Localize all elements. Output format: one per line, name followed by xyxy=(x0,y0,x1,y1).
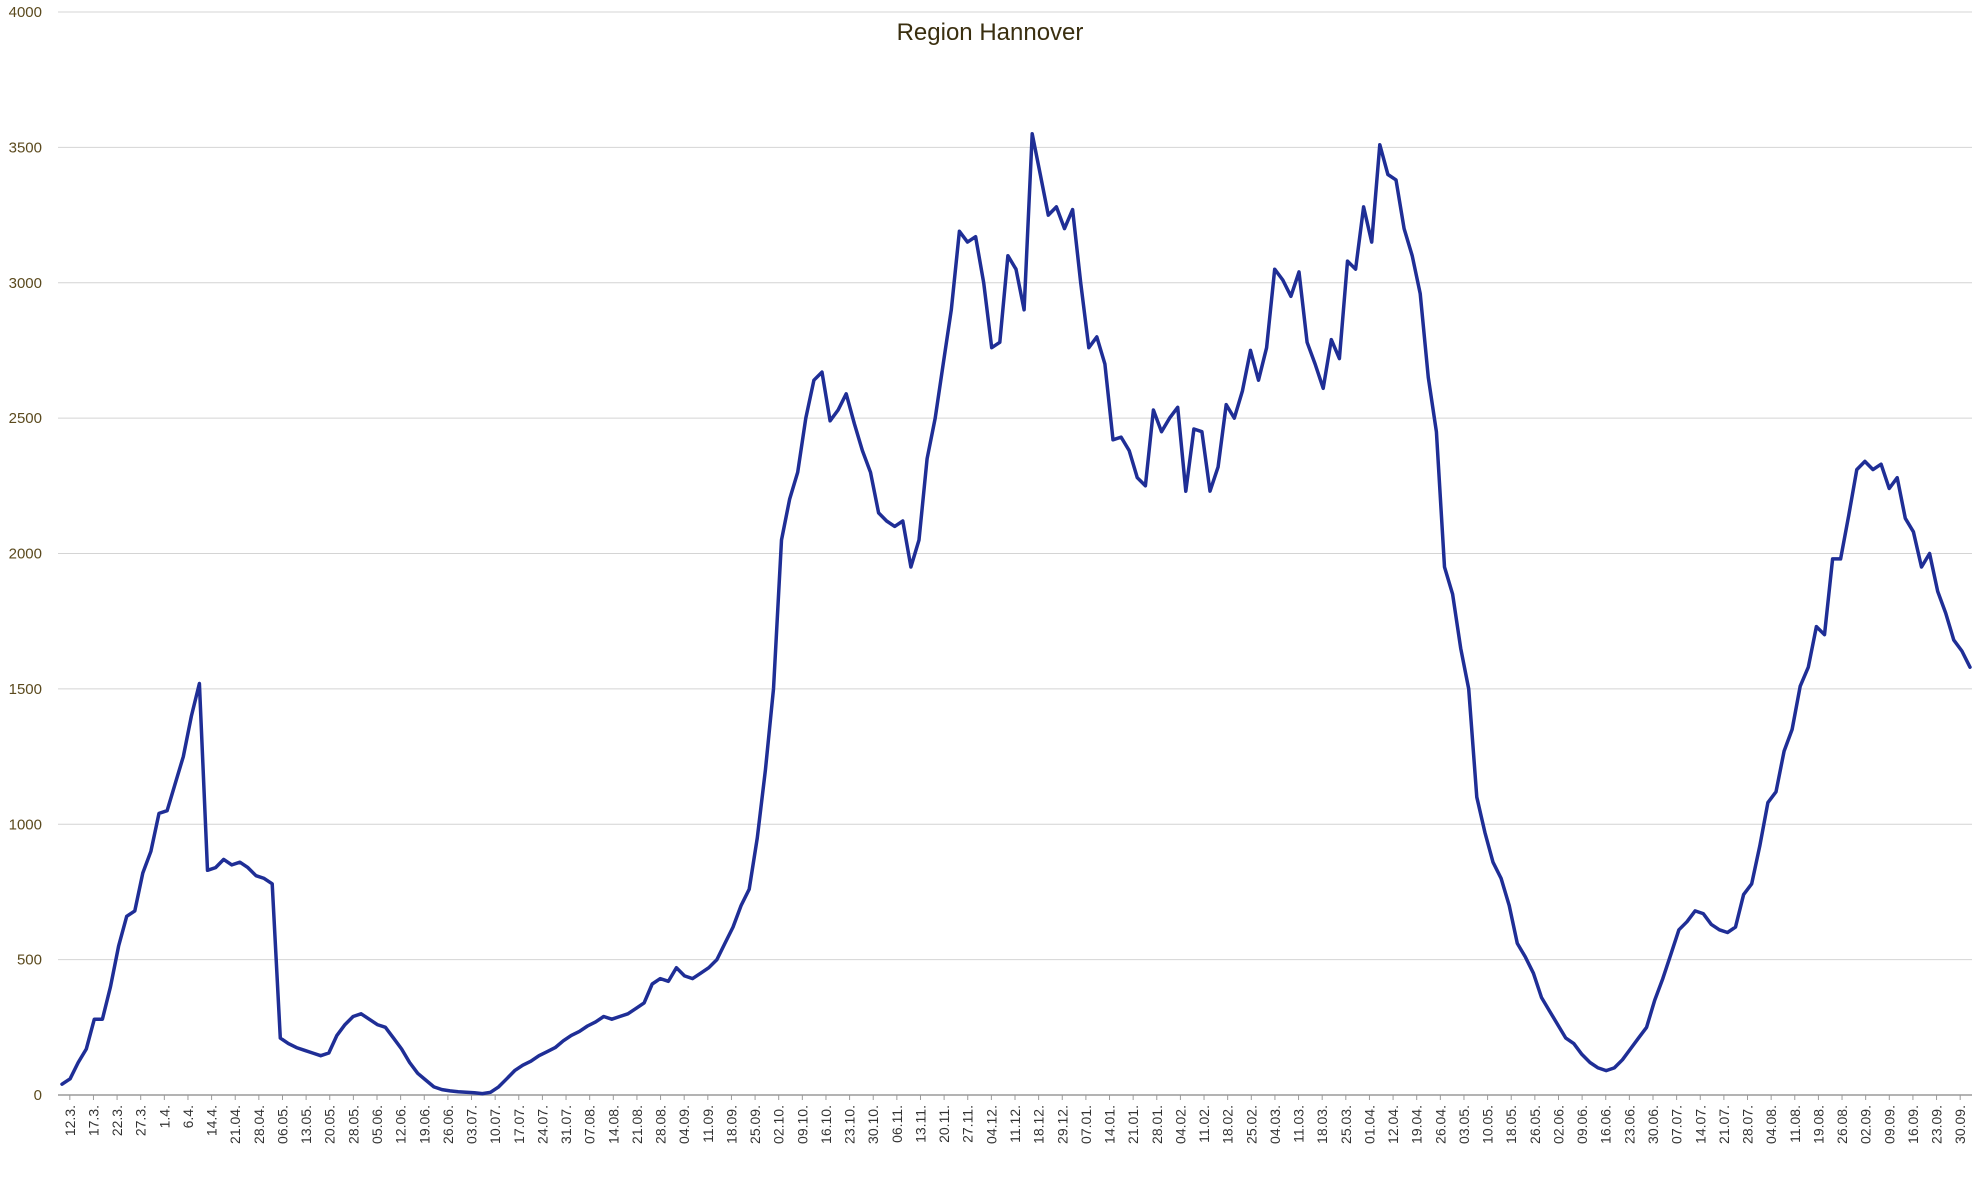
x-tick-label: 16.09. xyxy=(1905,1105,1921,1144)
x-tick-label: 19.06. xyxy=(416,1105,432,1144)
x-tick-label: 02.09. xyxy=(1858,1105,1874,1144)
x-tick-label: 13.05. xyxy=(298,1105,314,1144)
x-tick-label: 19.08. xyxy=(1810,1105,1826,1144)
x-tick-label: 21.08. xyxy=(629,1105,645,1144)
x-tick-label: 03.05. xyxy=(1456,1105,1472,1144)
x-tick-label: 11.02. xyxy=(1196,1105,1212,1143)
x-tick-label: 28.07. xyxy=(1740,1105,1756,1144)
series-line-0 xyxy=(60,132,1972,1096)
x-tick-label: 14.08. xyxy=(605,1105,621,1144)
x-tick-label: 22.3. xyxy=(109,1105,125,1136)
x-tick-label: 17.3. xyxy=(85,1105,101,1136)
x-tick-label: 28.08. xyxy=(653,1105,669,1144)
x-tick-label: 09.09. xyxy=(1881,1105,1897,1144)
y-axis-ticks: 0 500 1000 1500 2000 2500 3000 3500 4000 xyxy=(9,4,42,1104)
x-tick-label: 25.02. xyxy=(1243,1105,1259,1144)
x-tick-label: 16.06. xyxy=(1598,1105,1614,1144)
y-tick-label: 3500 xyxy=(9,139,42,156)
x-tick-label: 1.4. xyxy=(156,1105,172,1128)
x-tick-label: 23.10. xyxy=(842,1105,858,1144)
x-tick-label: 06.11. xyxy=(889,1105,905,1143)
y-tick-label: 500 xyxy=(17,952,42,969)
x-tick-label: 27.3. xyxy=(133,1105,149,1136)
x-tick-label: 26.08. xyxy=(1834,1105,1850,1144)
x-tick-label: 27.11. xyxy=(960,1105,976,1143)
x-tick-label: 12.04. xyxy=(1385,1105,1401,1144)
x-tick-label: 23.06. xyxy=(1621,1105,1637,1144)
x-tick-label: 31.07. xyxy=(558,1105,574,1144)
x-tick-label: 11.09. xyxy=(700,1105,716,1143)
x-tick-label: 21.07. xyxy=(1716,1105,1732,1144)
x-tick-label: 11.08. xyxy=(1787,1105,1803,1143)
series xyxy=(60,132,1972,1096)
y-tick-label: 2000 xyxy=(9,546,42,563)
x-tick-label: 23.09. xyxy=(1929,1105,1945,1144)
x-tick-label: 04.12. xyxy=(983,1105,999,1144)
x-tick-label: 29.12. xyxy=(1054,1105,1070,1144)
x-tick-label: 10.05. xyxy=(1480,1105,1496,1144)
x-tick-label: 02.10. xyxy=(771,1105,787,1144)
x-tick-label: 26.06. xyxy=(440,1105,456,1144)
chart-title: Region Hannover xyxy=(897,19,1084,46)
x-tick-label: 12.3. xyxy=(62,1105,78,1136)
x-tick-label: 04.03. xyxy=(1267,1105,1283,1144)
y-tick-label: 1000 xyxy=(9,816,42,833)
x-tick-label: 25.03. xyxy=(1338,1105,1354,1144)
x-tick-label: 28.01. xyxy=(1149,1105,1165,1144)
x-tick-label: 18.09. xyxy=(723,1105,739,1144)
x-tick-label: 21.01. xyxy=(1125,1105,1141,1144)
x-tick-label: 19.04. xyxy=(1409,1105,1425,1144)
x-tick-label: 28.04. xyxy=(251,1105,267,1144)
x-tick-label: 04.02. xyxy=(1172,1105,1188,1144)
y-tick-label: 4000 xyxy=(9,4,42,21)
x-tick-label: 06.05. xyxy=(274,1105,290,1144)
x-tick-label: 20.05. xyxy=(322,1105,338,1144)
x-tick-label: 07.01. xyxy=(1078,1105,1094,1144)
x-tick-label: 17.07. xyxy=(511,1105,527,1144)
x-tick-label: 12.06. xyxy=(393,1105,409,1144)
x-tick-label: 28.05. xyxy=(345,1105,361,1144)
x-tick-label: 21.04. xyxy=(227,1105,243,1144)
x-tick-label: 14.01. xyxy=(1102,1105,1118,1144)
x-tick-label: 18.03. xyxy=(1314,1105,1330,1144)
x-tick-label: 05.06. xyxy=(369,1105,385,1144)
x-tick-label: 11.12. xyxy=(1007,1105,1023,1143)
x-tick-label: 14.07. xyxy=(1692,1105,1708,1144)
y-tick-label: 0 xyxy=(34,1087,42,1104)
x-tick-label: 26.04. xyxy=(1432,1105,1448,1144)
x-tick-label: 10.07. xyxy=(487,1105,503,1144)
x-tick-label: 6.4. xyxy=(180,1105,196,1128)
x-tick-label: 30.10. xyxy=(865,1105,881,1144)
x-tick-label: 18.05. xyxy=(1503,1105,1519,1144)
x-tick-label: 01.04. xyxy=(1361,1105,1377,1144)
x-tick-label: 30.06. xyxy=(1645,1105,1661,1144)
x-tick-label: 07.08. xyxy=(582,1105,598,1144)
x-tick-label: 18.12. xyxy=(1031,1105,1047,1144)
y-tick-label: 3000 xyxy=(9,275,42,292)
x-tick-label: 14.4. xyxy=(204,1105,220,1136)
x-tick-label: 20.11. xyxy=(936,1105,952,1143)
x-tick-label: 16.10. xyxy=(818,1105,834,1144)
x-tick-label: 13.11. xyxy=(912,1105,928,1143)
x-axis-ticks: 12.3. 17.3. 22.3. 27.3. 1.4. 6.4. 14.4. 21.04. 2… xyxy=(62,1095,1968,1144)
x-tick-label: 11.03. xyxy=(1291,1105,1307,1143)
y-tick-label: 2500 xyxy=(9,410,42,427)
x-tick-label: 18.02. xyxy=(1220,1105,1236,1144)
x-tick-label: 04.08. xyxy=(1763,1105,1779,1144)
x-tick-label: 30.09. xyxy=(1952,1105,1968,1144)
x-tick-label: 24.07. xyxy=(534,1105,550,1144)
x-tick-label: 09.10. xyxy=(794,1105,810,1144)
x-tick-label: 02.06. xyxy=(1550,1105,1566,1144)
x-tick-label: 07.07. xyxy=(1669,1105,1685,1144)
x-tick-label: 25.09. xyxy=(747,1105,763,1144)
x-tick-label: 03.07. xyxy=(464,1105,480,1144)
x-tick-label: 04.09. xyxy=(676,1105,692,1144)
y-tick-label: 1500 xyxy=(9,681,42,698)
x-tick-label: 26.05. xyxy=(1527,1105,1543,1144)
x-tick-label: 09.06. xyxy=(1574,1105,1590,1144)
